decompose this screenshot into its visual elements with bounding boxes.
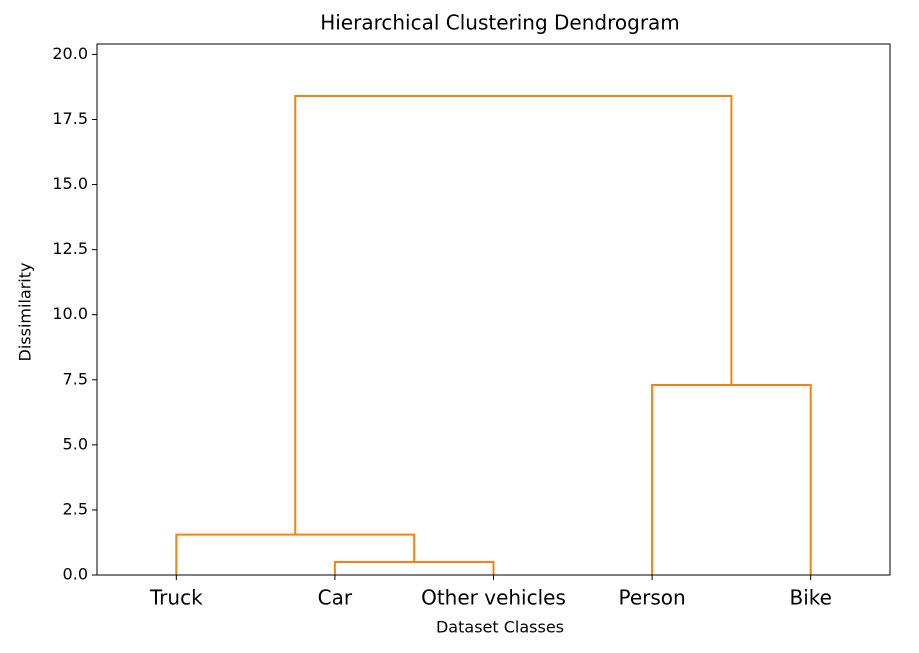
y-tick-label: 12.5: [52, 239, 88, 258]
x-axis-label: Dataset Classes: [436, 618, 564, 637]
y-tick-label: 0.0: [63, 565, 88, 584]
x-tick-label: Other vehicles: [421, 586, 566, 610]
x-tick-label: Truck: [149, 586, 203, 610]
x-tick-label: Car: [318, 586, 353, 610]
y-tick-label: 10.0: [52, 304, 88, 323]
y-tick-label: 20.0: [52, 44, 88, 63]
y-axis-label: Dissimilarity: [16, 263, 35, 362]
y-tick-label: 2.5: [63, 499, 88, 518]
chart-title: Hierarchical Clustering Dendrogram: [320, 11, 680, 35]
plot-frame: [96, 43, 891, 576]
y-tick-label: 17.5: [52, 109, 88, 128]
merge-link: [294, 95, 733, 535]
merge-link: [333, 560, 495, 575]
merge-link: [651, 383, 812, 575]
y-tick-label: 5.0: [63, 434, 88, 453]
x-tick-label: Person: [618, 586, 685, 610]
merge-link: [175, 533, 416, 575]
y-tick-label: 15.0: [52, 174, 88, 193]
y-tick-label: 7.5: [63, 369, 88, 388]
x-tick-label: Bike: [789, 586, 831, 610]
